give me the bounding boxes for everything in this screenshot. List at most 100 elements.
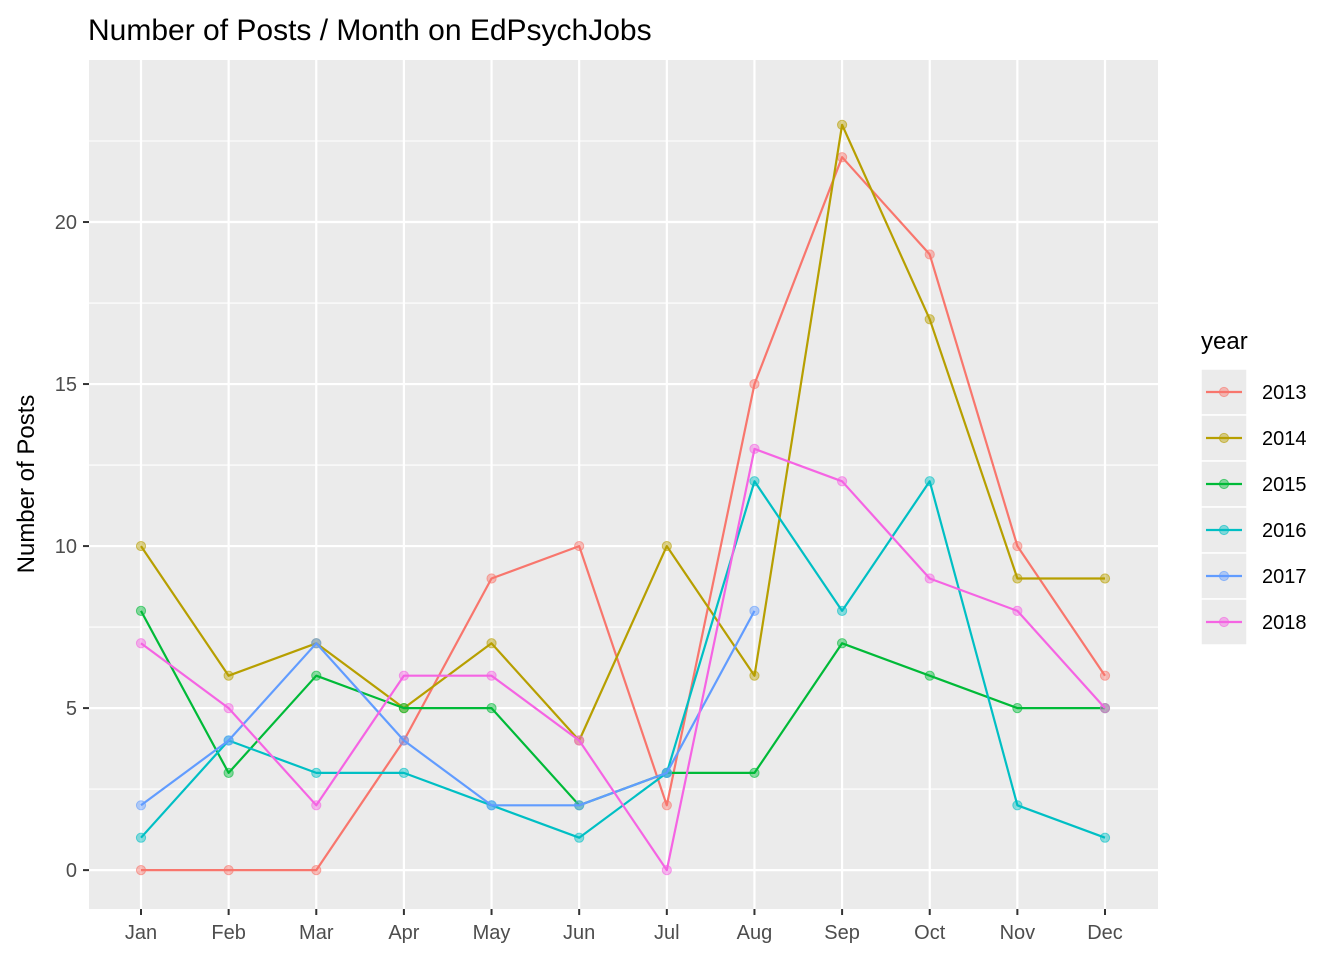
data-point	[311, 638, 322, 649]
legend-item-2018: 2018	[1200, 598, 1307, 646]
data-point	[398, 670, 410, 681]
x-tick-label: Jan	[125, 922, 157, 944]
y-tick-label: 15	[55, 374, 77, 396]
data-point	[574, 832, 585, 843]
data-point	[398, 767, 410, 779]
data-point	[486, 702, 497, 714]
x-tick-label: Nov	[1000, 922, 1036, 944]
data-point	[311, 800, 322, 811]
data-point	[574, 540, 585, 552]
data-point	[836, 152, 848, 163]
data-point	[223, 670, 234, 681]
data-point	[924, 249, 935, 260]
x-tick-label: Dec	[1087, 922, 1123, 944]
chart-title: Number of Posts / Month on EdPsychJobs	[88, 14, 652, 47]
data-point	[749, 605, 760, 616]
data-point	[924, 314, 935, 325]
x-tick-label: Mar	[299, 922, 334, 944]
x-tick-label: Apr	[388, 922, 419, 944]
data-point	[661, 767, 672, 779]
legend-label: 2016	[1262, 520, 1307, 542]
data-point	[135, 540, 147, 552]
series-2014	[135, 119, 1111, 746]
legend: year 2013 2014 2015 2016 2017 2018	[1200, 328, 1307, 646]
legend-marker	[1218, 616, 1230, 628]
legend-label: 2014	[1262, 428, 1307, 450]
data-point	[311, 670, 322, 681]
series-line	[141, 156, 1106, 872]
data-point	[223, 702, 234, 714]
y-tick-label: 20	[55, 212, 77, 234]
data-point	[749, 767, 760, 779]
data-point	[836, 119, 848, 130]
legend-marker	[1218, 432, 1230, 444]
data-point	[223, 735, 234, 746]
data-point	[924, 670, 935, 681]
data-point	[1099, 832, 1111, 843]
data-point	[398, 735, 410, 746]
legend-marker	[1218, 524, 1230, 536]
x-tick-label: May	[473, 922, 511, 944]
data-point	[135, 832, 147, 843]
data-point	[661, 865, 672, 876]
series-2013	[135, 152, 1111, 876]
data-point	[574, 735, 585, 746]
data-point	[486, 573, 497, 584]
data-point	[749, 476, 760, 487]
legend-label: 2015	[1262, 474, 1307, 496]
series-line	[140, 123, 1105, 742]
data-point	[749, 378, 760, 390]
data-point	[223, 865, 234, 876]
data-point	[1099, 702, 1111, 714]
legend-label: 2013	[1262, 382, 1307, 404]
legend-label: 2018	[1262, 612, 1307, 634]
data-point	[749, 670, 760, 681]
x-tick-label: Jun	[563, 922, 595, 944]
data-point	[398, 702, 410, 714]
data-point	[661, 540, 672, 552]
y-axis: 0 5 10 15 20	[55, 212, 89, 882]
data-point	[1012, 800, 1023, 811]
data-point	[749, 443, 760, 454]
data-point	[836, 605, 848, 616]
x-tick-label: Feb	[211, 922, 245, 944]
data-point	[135, 865, 147, 876]
data-point	[924, 476, 935, 487]
y-axis-title: Number of Posts	[13, 395, 40, 574]
legend-marker	[1218, 478, 1230, 490]
data-point	[486, 638, 497, 649]
legend-label: 2017	[1262, 566, 1307, 588]
legend-title: year	[1201, 328, 1248, 355]
data-point	[1012, 540, 1023, 552]
x-tick-label: Oct	[914, 922, 946, 944]
data-point	[924, 573, 935, 584]
data-point	[135, 638, 147, 649]
data-point	[223, 767, 234, 779]
legend-item-2016: 2016	[1200, 506, 1307, 554]
y-tick-label: 10	[55, 536, 77, 558]
x-tick-label: Sep	[824, 922, 860, 944]
legend-item-2015: 2015	[1200, 460, 1307, 508]
series-line	[140, 447, 1106, 872]
legend-marker	[1218, 570, 1230, 582]
minor-gridlines	[89, 140, 1158, 790]
data-point	[486, 800, 497, 811]
y-tick-label: 0	[66, 860, 77, 882]
legend-item-2013: 2013	[1200, 368, 1307, 416]
x-tick-label: Jul	[654, 922, 680, 944]
data-point	[1012, 702, 1023, 714]
x-tick-label: Aug	[737, 922, 773, 944]
data-point	[836, 476, 848, 487]
plot-panel	[89, 60, 1158, 909]
data-point	[486, 670, 497, 681]
data-point	[836, 638, 848, 649]
data-point	[135, 800, 147, 811]
data-point	[1012, 605, 1023, 616]
x-axis: Jan Feb Mar Apr May Jun Jul Aug Sep Oct Nov Dec	[125, 909, 1123, 944]
data-point	[311, 865, 322, 876]
y-tick-label: 5	[66, 698, 77, 720]
series-layer	[135, 119, 1111, 876]
legend-marker	[1218, 386, 1230, 398]
series-2018	[135, 443, 1111, 876]
